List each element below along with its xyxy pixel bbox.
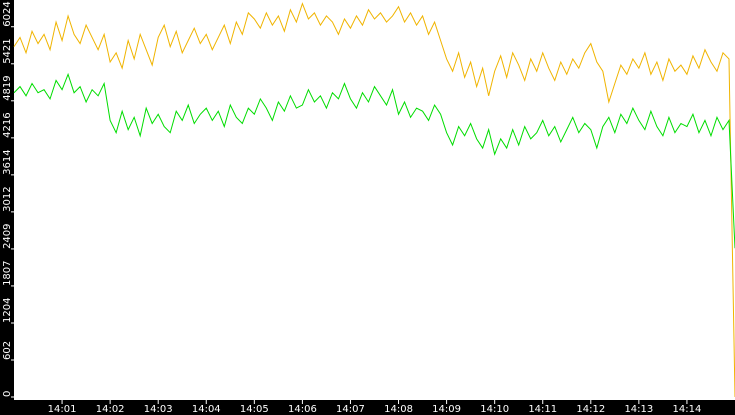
series-line — [13, 2, 735, 398]
y-tick-label: 1204 — [2, 298, 13, 323]
x-tick-label: 14:10 — [480, 404, 509, 415]
x-tick-label: 14:03 — [144, 404, 173, 415]
x-tick-label: 14:08 — [384, 404, 413, 415]
y-axis-strip — [0, 0, 14, 415]
x-tick-label: 14:09 — [432, 404, 461, 415]
y-tick-label: 2409 — [2, 223, 13, 248]
x-tick-label: 14:04 — [192, 404, 221, 415]
y-tick-label: 4216 — [2, 112, 13, 137]
y-tick-label: 3012 — [2, 186, 13, 211]
x-tick-label: 14:14 — [673, 404, 702, 415]
x-tick-label: 14:12 — [576, 404, 605, 415]
y-tick-label: 602 — [2, 341, 13, 360]
y-tick-label: 6024 — [2, 1, 13, 26]
x-tick-label: 14:02 — [96, 404, 125, 415]
x-tick-label: 14:01 — [48, 404, 77, 415]
y-tick-label: 4819 — [2, 75, 13, 100]
y-tick-label: 3614 — [2, 149, 13, 174]
x-axis-strip — [0, 400, 735, 415]
x-tick-label: 14:11 — [528, 404, 557, 415]
y-tick-label: 1807 — [2, 260, 13, 285]
x-tick-label: 14:06 — [288, 404, 317, 415]
series-line — [13, 72, 735, 249]
y-tick-label: 0 — [2, 391, 13, 397]
y-tick-label: 5421 — [2, 38, 13, 63]
x-tick-label: 14:07 — [336, 404, 365, 415]
x-tick-label: 14:05 — [240, 404, 269, 415]
x-tick-label: 14:13 — [624, 404, 653, 415]
